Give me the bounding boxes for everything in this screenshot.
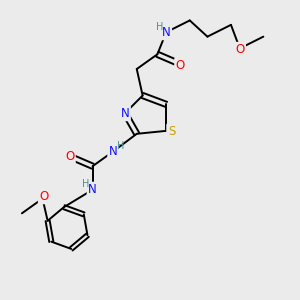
Text: N: N [121, 107, 129, 120]
Text: H: H [117, 141, 124, 151]
Text: O: O [39, 190, 49, 203]
Text: N: N [109, 145, 118, 158]
Text: O: O [176, 59, 185, 72]
Text: O: O [235, 44, 244, 56]
Text: S: S [168, 125, 175, 138]
Text: N: N [88, 183, 97, 196]
Text: H: H [156, 22, 164, 32]
Text: O: O [65, 150, 74, 163]
Text: H: H [82, 179, 89, 190]
Text: N: N [162, 26, 171, 39]
